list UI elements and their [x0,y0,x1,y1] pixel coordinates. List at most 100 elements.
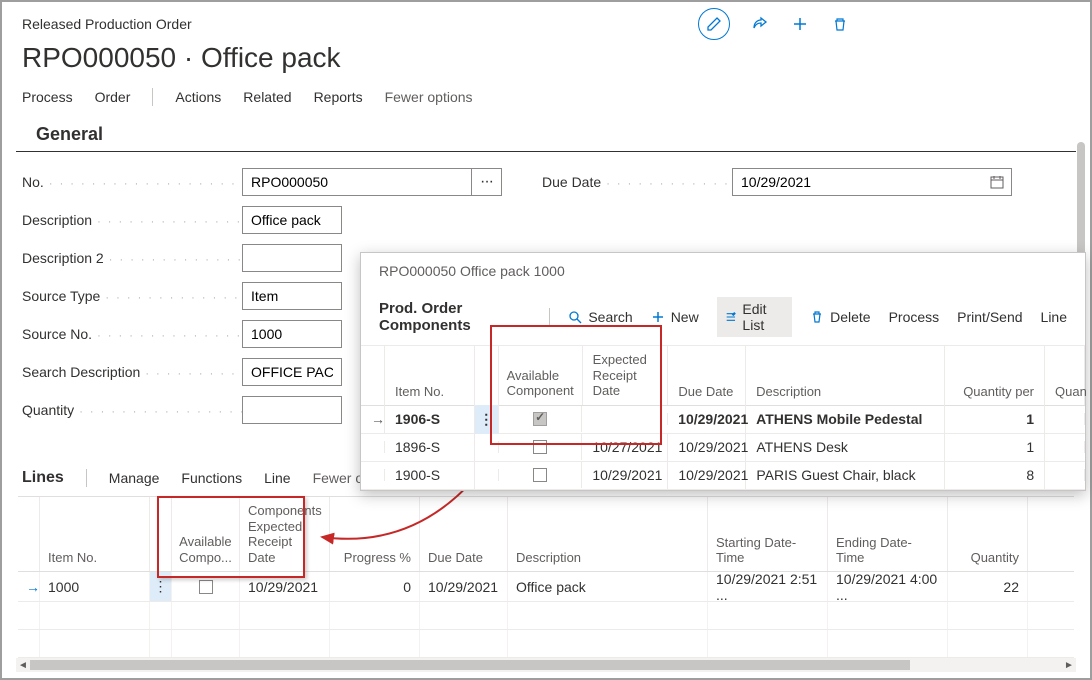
col-end[interactable]: Ending Date-Time [828,497,948,571]
delete-icon[interactable] [830,14,850,34]
pcol-itemno[interactable]: Item No. [385,346,475,405]
checkbox-unchecked[interactable] [533,468,547,482]
lines-functions[interactable]: Functions [181,470,242,486]
lines-manage[interactable]: Manage [109,470,160,486]
pcol-expdate[interactable]: Expected Receipt Date [583,346,669,405]
sourcetype-label: Source Type [22,288,242,304]
checkbox-unchecked[interactable] [199,580,213,594]
pcol-desc[interactable]: Description [746,346,945,405]
cell-expdate: 10/27/2021 [582,433,668,461]
pcol-qper[interactable]: Quantity per [945,346,1045,405]
col-description[interactable]: Description [508,497,708,571]
cell-duedate: 10/29/2021 [420,572,508,601]
col-start[interactable]: Starting Date-Time [708,497,828,571]
components-popup: RPO000050 Office pack 1000 Prod. Order C… [360,252,1086,491]
cell-due: 10/29/2021 [668,461,746,489]
separator [86,469,87,487]
header-actions [698,8,850,40]
row-arrow-icon[interactable]: → [361,405,385,433]
cell-itemno[interactable]: 1896-S [385,433,475,461]
cell-itemno[interactable]: 1900-S [385,461,475,489]
process-button[interactable]: Process [889,309,940,325]
cell-qper: 8 [945,461,1045,489]
scroll-right-icon[interactable]: ► [1062,658,1076,672]
col-duedate[interactable]: Due Date [420,497,508,571]
col-itemno[interactable]: Item No. [40,497,150,571]
cell-itemno[interactable]: 1000 [40,572,150,601]
col-arrow [18,497,40,571]
col-comp-date[interactable]: Components Expected Receipt Date [240,497,330,571]
table-row[interactable]: → 1906-S ⋮ 10/29/2021 ATHENS Mobile Pede… [361,406,1085,434]
section-general: General [16,118,1076,152]
cell-desc: Office pack [508,572,708,601]
share-icon[interactable] [750,14,770,34]
cell-itemno[interactable]: 1906-S [385,405,475,433]
quantity-input[interactable] [242,396,342,424]
checkbox-checked[interactable] [533,412,547,426]
printsend-label: Print/Send [957,309,1022,325]
searchdesc-input[interactable] [242,358,342,386]
description-label: Description [22,212,242,228]
search-button[interactable]: Search [568,309,632,325]
menu-bar: Process Order Actions Related Reports Fe… [2,88,1090,118]
checkbox-unchecked[interactable] [533,440,547,454]
menu-order[interactable]: Order [95,89,131,105]
sourceno-input[interactable] [242,320,342,348]
cell-avail [499,406,583,432]
edit-icon[interactable] [698,8,730,40]
row-menu-icon[interactable]: ⋮ [150,572,172,601]
row-menu-icon[interactable]: ⋮ [475,405,499,434]
row-arrow-icon[interactable]: → [18,572,40,601]
line-label: Line [1041,309,1067,325]
menu-reports[interactable]: Reports [314,89,363,105]
popup-toolbar: Prod. Order Components Search New Edit L… [361,289,1085,346]
description2-input[interactable] [242,244,342,272]
cell-available [172,572,240,601]
calendar-icon[interactable] [983,169,1011,195]
menu-related[interactable]: Related [243,89,291,105]
col-progress[interactable]: Progress % [330,497,420,571]
printsend-button[interactable]: Print/Send [957,309,1022,325]
delete-button[interactable]: Delete [810,309,870,325]
lines-line[interactable]: Line [264,470,290,486]
table-row [18,602,1074,630]
menu-process[interactable]: Process [22,89,73,105]
cell-compdate: 10/29/2021 [240,572,330,601]
lines-table: Item No. Available Compo... Components E… [18,496,1074,658]
cell-due: 10/29/2021 [668,405,746,433]
pcol-qty[interactable]: Quan [1045,346,1085,405]
cell-start: 10/29/2021 2:51 ... [708,572,828,601]
pcol-due[interactable]: Due Date [668,346,746,405]
cell-desc: ATHENS Mobile Pedestal [746,405,945,433]
editlist-button[interactable]: Edit List [717,297,792,337]
header-bar: Released Production Order [2,2,1090,40]
no-label: No. [22,174,242,190]
cell-avail [499,462,583,488]
new-icon[interactable] [790,14,810,34]
duedate-input[interactable] [733,169,983,195]
lines-header-row: Item No. Available Compo... Components E… [18,497,1074,572]
no-input[interactable] [242,168,472,196]
description-input[interactable] [242,206,342,234]
cell-desc: PARIS Guest Chair, black [746,461,945,489]
menu-fewer-options[interactable]: Fewer options [385,89,473,105]
separator [152,88,153,106]
delete-label: Delete [830,309,870,325]
pcol-avail[interactable]: Available Component [499,346,583,405]
no-lookup-button[interactable]: ··· [472,168,502,196]
new-button[interactable]: New [651,309,699,325]
popup-section-name: Prod. Order Components [379,300,531,334]
table-row[interactable]: → 1000 ⋮ 10/29/2021 0 10/29/2021 Office … [18,572,1074,602]
line-button[interactable]: Line [1041,309,1067,325]
table-row[interactable]: 1896-S 10/27/2021 10/29/2021 ATHENS Desk… [361,434,1085,462]
scroll-left-icon[interactable]: ◄ [16,658,30,672]
sourcetype-input[interactable] [242,282,342,310]
cell-expdate [582,413,668,425]
horizontal-scrollbar[interactable]: ◄ ► [16,658,1076,672]
col-available[interactable]: Available Compo... [172,497,240,571]
table-row[interactable]: 1900-S 10/29/2021 10/29/2021 PARIS Guest… [361,462,1085,490]
col-qty[interactable]: Quantity [948,497,1028,571]
search-label: Search [588,309,632,325]
col-menu [150,497,172,571]
menu-actions[interactable]: Actions [175,89,221,105]
